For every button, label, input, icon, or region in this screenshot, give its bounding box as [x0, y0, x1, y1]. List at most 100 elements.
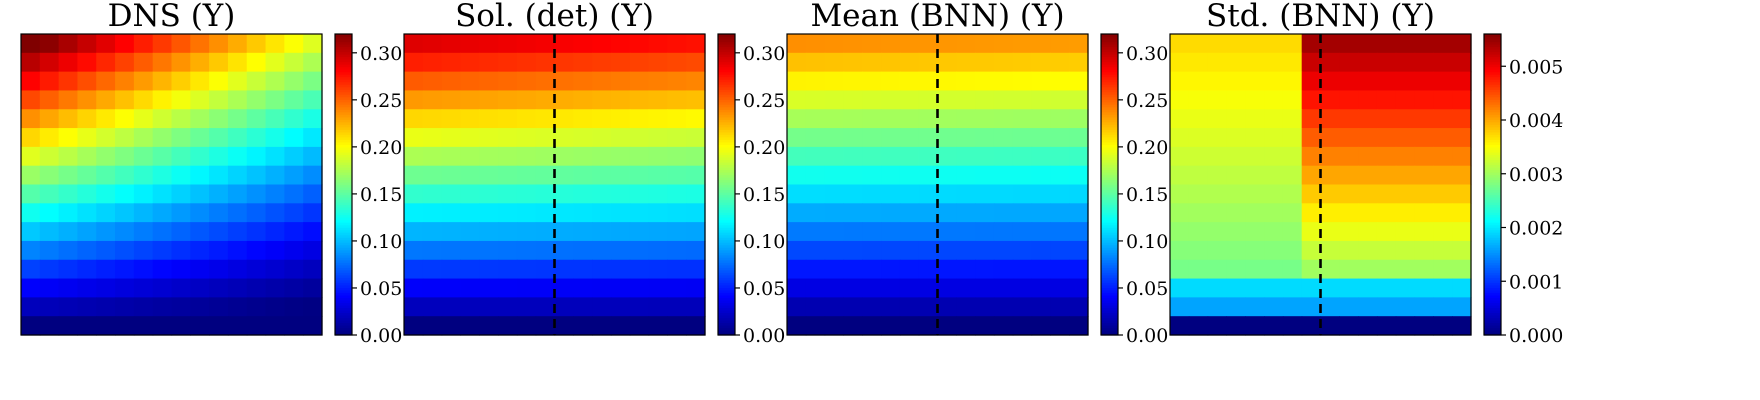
heatmap-cell	[610, 203, 631, 223]
colorbar-segment	[1101, 207, 1118, 211]
heatmap-cell	[422, 146, 443, 167]
heatmap-cell	[899, 222, 920, 242]
heatmap-cell	[284, 278, 304, 298]
heatmap-cell	[1012, 52, 1033, 73]
colorbar-segment	[1101, 279, 1118, 283]
heatmap-cell	[787, 146, 807, 167]
heatmap-cell	[787, 165, 807, 186]
colorbar-segment	[335, 84, 352, 88]
heatmap-cell	[1188, 203, 1209, 223]
colorbar-segment	[718, 69, 735, 73]
heatmap-cell	[1358, 52, 1378, 73]
colorbar-segment	[335, 166, 352, 171]
heatmap-cell	[1170, 128, 1190, 148]
heatmap-cell	[843, 184, 863, 204]
heatmap-cell	[1031, 259, 1051, 280]
colorbar-segment	[1484, 44, 1501, 48]
colorbar-segment	[1101, 329, 1118, 334]
colorbar-segment	[718, 86, 735, 90]
colorbar-segment	[1101, 254, 1118, 258]
colorbar-segment	[1484, 174, 1501, 178]
heatmap-cell	[133, 90, 154, 110]
colorbar-tick-label: 0.002	[1509, 218, 1563, 240]
heatmap-cell	[58, 316, 79, 336]
colorbar-segment	[1101, 119, 1118, 123]
heatmap-cell	[422, 90, 443, 110]
heatmap-cell	[686, 297, 706, 317]
heatmap-cell	[1188, 71, 1209, 92]
colorbar-segment	[335, 199, 352, 203]
heatmap-cell	[1207, 165, 1228, 186]
colorbar-tick-label: 0.15	[1126, 184, 1168, 206]
heatmap-cell	[787, 203, 807, 223]
heatmap-cell	[96, 165, 116, 186]
heatmap-cell	[39, 184, 60, 204]
colorbar-frame	[1483, 33, 1502, 336]
heatmap-cell	[805, 128, 826, 148]
heatmap-cell	[937, 240, 957, 261]
colorbar-segment	[1484, 284, 1501, 288]
heatmap-cell	[284, 184, 304, 204]
heatmap-cell	[667, 240, 687, 261]
heatmap-cell	[667, 297, 687, 317]
heatmap-cell	[1433, 52, 1453, 73]
heatmap-cell	[498, 34, 518, 54]
heatmap-cell	[1188, 184, 1209, 204]
colorbar-segment	[718, 254, 735, 258]
heatmap-cell	[171, 222, 191, 242]
heatmap-cell	[843, 297, 863, 317]
heatmap-cell	[1207, 259, 1228, 280]
heatmap-cell	[610, 240, 631, 261]
colorbar-segment	[718, 259, 735, 263]
heatmap-cell	[993, 128, 1014, 148]
colorbar-segment	[718, 327, 735, 331]
heatmap-cell	[1226, 240, 1246, 261]
colorbar-segment	[335, 249, 352, 253]
heatmap-cell	[592, 109, 612, 129]
heatmap-cell	[516, 278, 537, 298]
heatmap-cell	[573, 222, 593, 242]
heatmap-cell	[227, 297, 248, 317]
colorbar-segment	[1484, 91, 1501, 95]
heatmap-cell	[862, 240, 882, 261]
heatmap-cell	[1320, 71, 1340, 92]
heatmap-cell	[937, 52, 957, 73]
heatmap-cell	[881, 90, 901, 110]
heatmap-cell	[171, 52, 191, 73]
colorbar-segment	[1101, 46, 1118, 50]
colorbar-segment	[718, 129, 735, 133]
colorbar-segment	[718, 197, 735, 201]
heatmap-cell	[787, 316, 807, 336]
heatmap-cell	[956, 259, 976, 280]
heatmap-cell	[265, 259, 285, 280]
heatmap-cell	[899, 165, 920, 186]
heatmap-cell	[937, 259, 957, 280]
heatmap-cell	[1031, 109, 1051, 129]
heatmap-cell	[21, 128, 41, 148]
colorbar-segment	[335, 141, 352, 145]
heatmap-cell	[246, 316, 267, 336]
colorbar-segment	[1101, 34, 1118, 38]
heatmap-cell	[1414, 52, 1434, 73]
colorbar-segment	[335, 64, 352, 68]
colorbar-segment	[1484, 181, 1501, 186]
colorbar-segment	[335, 69, 352, 73]
colorbar-segment	[335, 149, 352, 153]
heatmap-cell	[993, 109, 1014, 129]
heatmap-cell	[648, 128, 668, 148]
heatmap-cell	[975, 278, 995, 298]
heatmap-cell	[21, 71, 41, 92]
colorbar-segment	[718, 169, 735, 173]
heatmap-cell	[422, 165, 443, 186]
heatmap-cell	[937, 34, 957, 54]
heatmap-cell	[460, 165, 480, 186]
colorbar-segment	[1101, 327, 1118, 331]
heatmap-cell	[1282, 316, 1303, 336]
heatmap-cell	[975, 109, 995, 129]
heatmap-cell	[77, 34, 97, 54]
heatmap-cell	[460, 297, 480, 317]
heatmap-cell	[1452, 316, 1472, 336]
heatmap-cell	[1339, 52, 1359, 73]
heatmap-cell	[441, 184, 462, 204]
heatmap-cell	[1358, 259, 1378, 280]
